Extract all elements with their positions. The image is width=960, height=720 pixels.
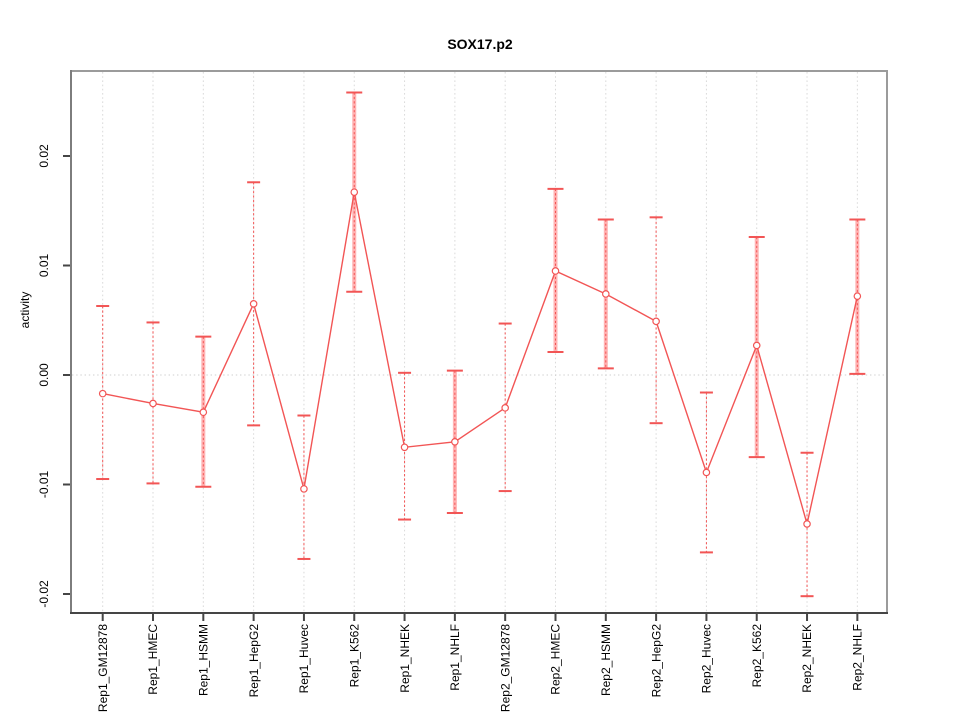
x-tick-label: Rep1_GM12878 (96, 624, 110, 712)
y-tick-label: -0.02 (37, 580, 51, 608)
data-point (652, 317, 660, 326)
x-tick-label: Rep1_K562 (347, 624, 361, 688)
data-point (551, 267, 560, 275)
x-tick-label: Rep2_HepG2 (649, 624, 663, 698)
x-tick-label: Rep2_HMEC (549, 624, 563, 695)
data-point (350, 188, 359, 196)
x-tick-label: Rep2_K562 (750, 624, 764, 688)
x-tick-label: Rep1_HepG2 (247, 624, 261, 698)
data-point (803, 520, 811, 528)
x-tick-label: Rep2_GM12878 (498, 624, 512, 712)
data-point (752, 341, 761, 350)
data-point (853, 292, 862, 300)
y-tick-label: 0.01 (37, 253, 51, 277)
x-tick-label: Rep1_HMEC (146, 624, 160, 695)
x-tick-label: Rep1_NHEK (398, 624, 412, 693)
x-tick-label: Rep1_NHLF (448, 624, 462, 691)
x-tick-label: Rep2_NHEK (800, 624, 814, 693)
data-point (98, 389, 107, 398)
data-point (249, 300, 258, 308)
data-point (300, 485, 308, 493)
y-tick-label: 0.02 (37, 144, 51, 168)
data-point (451, 437, 459, 446)
x-tick-label: Rep2_Huvec (700, 624, 714, 693)
y-axis-label: activity (18, 291, 32, 329)
data-point (199, 408, 208, 417)
x-tick-label: Rep1_HSMM (197, 624, 211, 696)
plot-border (70, 70, 888, 614)
y-tick-label: -0.01 (37, 471, 51, 499)
data-point (501, 404, 509, 412)
data-point (702, 468, 711, 477)
series-line (102, 191, 859, 525)
x-tick-label: Rep1_Huvec (297, 624, 311, 693)
data-point (400, 443, 409, 452)
data-point (601, 290, 610, 298)
x-tick-label: Rep2_NHLF (851, 624, 865, 691)
data-point (149, 399, 157, 408)
x-tick-label: Rep2_HSMM (599, 624, 613, 696)
y-tick-label: 0.00 (37, 363, 51, 387)
chart-title: SOX17.p2 (447, 36, 513, 52)
